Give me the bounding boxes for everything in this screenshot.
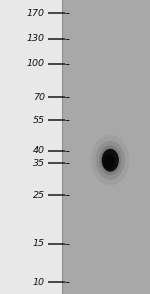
Ellipse shape bbox=[110, 152, 118, 163]
Text: 10: 10 bbox=[33, 278, 45, 287]
Ellipse shape bbox=[96, 141, 125, 180]
Ellipse shape bbox=[99, 145, 122, 175]
Text: 100: 100 bbox=[27, 59, 45, 68]
Text: 15: 15 bbox=[33, 239, 45, 248]
Bar bbox=[0, 0, 62, 294]
Text: 25: 25 bbox=[33, 191, 45, 200]
Text: 55: 55 bbox=[33, 116, 45, 125]
Ellipse shape bbox=[103, 154, 115, 169]
Text: 170: 170 bbox=[27, 9, 45, 18]
Text: 70: 70 bbox=[33, 93, 45, 102]
Ellipse shape bbox=[91, 135, 129, 186]
Ellipse shape bbox=[102, 149, 119, 172]
Text: 130: 130 bbox=[27, 34, 45, 43]
Text: 35: 35 bbox=[33, 159, 45, 168]
Text: 40: 40 bbox=[33, 146, 45, 155]
